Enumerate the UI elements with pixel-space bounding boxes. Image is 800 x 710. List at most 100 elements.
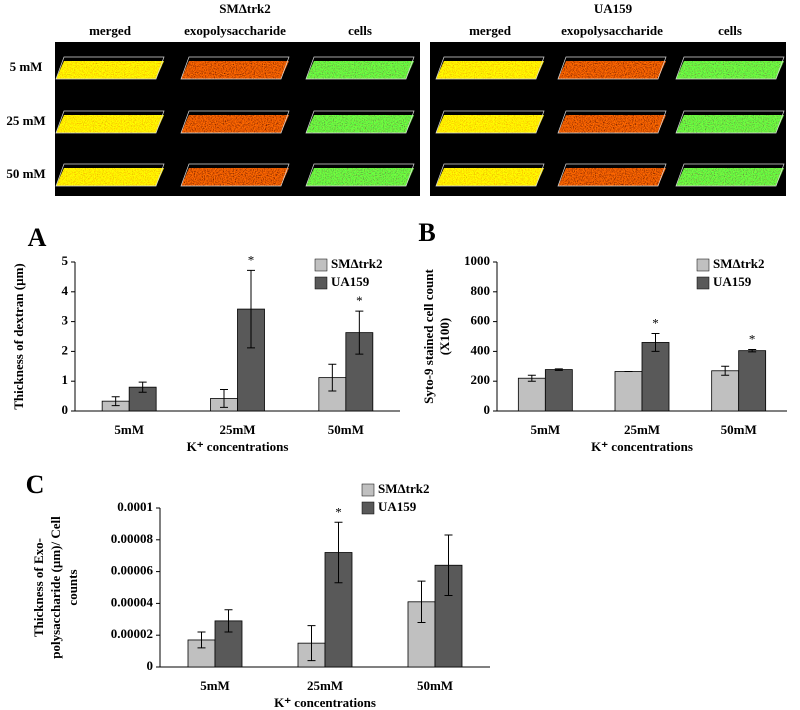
y-tick-label: 1 (62, 372, 69, 387)
error-bar (247, 269, 255, 349)
legend-swatch (314, 258, 328, 272)
image-outline (55, 56, 165, 80)
bar (641, 342, 670, 412)
bar (544, 369, 573, 412)
significance-marker: * (749, 331, 756, 346)
row-label: 50 mM (6, 166, 45, 181)
image-outline (675, 56, 785, 80)
y-tick-label: 800 (471, 283, 491, 298)
panel-label: B (418, 218, 435, 247)
error-bar (334, 521, 343, 584)
column-header: exopolysaccharide (561, 23, 663, 38)
image-outline (435, 56, 545, 80)
image-outline (557, 110, 667, 134)
image-outline (55, 110, 165, 134)
significance-marker: * (248, 252, 255, 267)
column-header: merged (89, 23, 132, 38)
y-tick-label: 400 (471, 342, 491, 357)
error-bar (651, 333, 660, 352)
image-outline (180, 110, 290, 134)
y-tick-label: 2 (62, 342, 69, 357)
error-bar (748, 348, 757, 353)
biofilm-image (181, 168, 289, 186)
x-tick-label: 5mM (200, 678, 230, 693)
row-label: 5 mM (10, 59, 43, 74)
legend-swatch (361, 483, 375, 497)
biofilm-image (676, 61, 784, 79)
error-bar (328, 363, 337, 392)
x-tick-label: 5mM (531, 422, 561, 437)
y-tick-label: 0.00004 (111, 594, 154, 609)
biofilm-image (306, 115, 414, 133)
legend-swatch (361, 501, 375, 515)
image-outline (305, 163, 415, 187)
bar (614, 371, 643, 412)
y-tick-label: 0 (62, 402, 69, 417)
y-tick-label: 600 (471, 313, 491, 328)
biofilm-image (306, 61, 414, 79)
x-tick-label: 25mM (307, 678, 343, 693)
panel-label: C (26, 470, 45, 499)
bar (711, 370, 740, 412)
y-axis-label: (X100) (437, 318, 452, 356)
bar (738, 350, 767, 412)
x-tick-label: 50mM (417, 678, 453, 693)
y-tick-label: 0 (147, 658, 154, 673)
x-tick-label: 25mM (624, 422, 660, 437)
biofilm-image (56, 168, 164, 186)
error-bar (220, 389, 228, 408)
y-axis-label: counts (65, 569, 80, 605)
x-axis-label: K⁺ concentrations (274, 695, 376, 710)
biofilm-image (181, 115, 289, 133)
image-outline (305, 56, 415, 80)
biofilm-image (306, 168, 414, 186)
biofilm-image (436, 61, 544, 79)
row-label: 25 mM (6, 113, 45, 128)
y-tick-label: 0.00006 (111, 563, 154, 578)
error-bar (527, 374, 536, 382)
legend-label: SMΔtrk2 (331, 256, 382, 271)
group-title: SMΔtrk2 (219, 1, 270, 16)
y-tick-label: 0.00008 (111, 531, 154, 546)
y-tick-label: 1000 (464, 253, 490, 268)
legend-label: UA159 (331, 274, 370, 289)
y-tick-label: 4 (62, 283, 69, 298)
image-outline (557, 56, 667, 80)
legend-label: SMΔtrk2 (713, 256, 764, 271)
y-tick-label: 0.0001 (117, 499, 153, 514)
error-bar (355, 310, 364, 355)
biofilm-image (558, 61, 666, 79)
image-outline (557, 163, 667, 187)
column-header: exopolysaccharide (184, 23, 286, 38)
error-bar (111, 396, 120, 407)
y-axis-label: polysaccharide (µm)/ Cell (48, 516, 63, 659)
biofilm-image (558, 115, 666, 133)
image-outline (305, 110, 415, 134)
x-tick-label: 50mM (721, 422, 757, 437)
biofilm-image (436, 168, 544, 186)
x-tick-label: 25mM (219, 422, 255, 437)
column-header: cells (348, 23, 372, 38)
error-bar (554, 368, 563, 371)
image-outline (675, 110, 785, 134)
error-bar (721, 365, 730, 376)
x-tick-label: 50mM (328, 422, 364, 437)
biofilm-image (56, 115, 164, 133)
legend-label: UA159 (713, 274, 752, 289)
error-bar (307, 625, 316, 662)
biofilm-image (181, 61, 289, 79)
error-bar (444, 534, 453, 596)
biofilm-image (676, 115, 784, 133)
y-tick-label: 3 (62, 313, 69, 328)
image-outline (435, 110, 545, 134)
biofilm-image (436, 115, 544, 133)
error-bar (138, 381, 147, 393)
x-axis-label: K⁺ concentrations (591, 439, 693, 454)
significance-marker: * (356, 293, 363, 308)
y-axis-label: Syto-9 stained cell count (421, 268, 436, 403)
legend-swatch (314, 276, 328, 290)
x-axis-label: K⁺ concentrations (187, 439, 289, 454)
legend-label: UA159 (378, 499, 417, 514)
y-tick-label: 200 (471, 372, 491, 387)
